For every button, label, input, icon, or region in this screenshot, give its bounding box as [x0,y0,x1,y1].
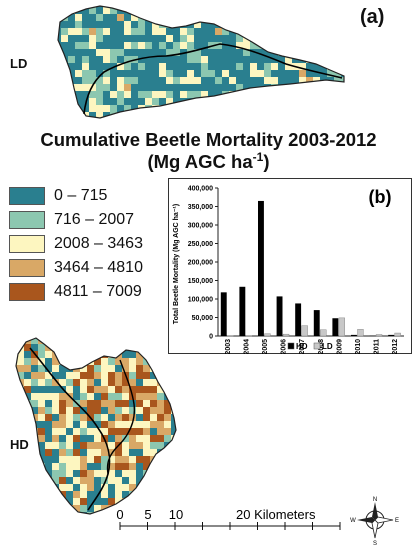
hd-stream-tributary [106,359,136,475]
x-tick-label: 2009 [336,339,343,354]
x-tick-label: 2003 [225,339,232,354]
bar-ld-2008 [320,329,327,337]
x-tick-label: 2007 [299,339,306,354]
legend-swatch [9,283,45,301]
compass-n: N [373,497,377,503]
map-title: Cumulative Beetle Mortality 2003-2012 [40,129,377,150]
y-tick-label: 300,000 [188,223,213,230]
legend-label-ld: LD [322,342,333,351]
bar-ld-2009 [338,317,345,337]
legend-label: 2008 – 3463 [54,235,143,252]
x-tick-label: 2008 [318,339,325,354]
y-tick-label: 150,000 [188,278,213,285]
legend-swatch-hd [287,342,295,350]
bar-hd-2007 [295,303,302,336]
bar-chart: (b) Total Beetle Mortality (Mg AGC ha⁻¹)… [168,178,412,354]
legend-label: 0 – 715 [54,187,108,204]
legend-swatch-ld [313,342,321,350]
y-tick-label: 400,000 [188,186,213,193]
subtitle-close: ) [263,151,270,173]
legend-item: 4811 – 7009 [9,282,142,302]
hd-boundary [15,337,177,515]
bar-hd-2012 [388,334,395,336]
map-subtitle: (Mg AGC ha-1) [0,150,417,173]
legend-label: 3464 – 4810 [54,259,143,276]
y-tick-label: 350,000 [188,204,213,211]
bar-hd-2005 [258,200,264,336]
subtitle-sup: -1 [252,150,264,164]
x-tick-label: 2005 [262,339,269,354]
y-tick-label: 0 [209,334,213,341]
bar-ld-2006 [282,333,290,337]
bar-hd-2003 [220,292,227,336]
north-arrow-icon: N S E W [350,497,399,546]
scale-label-5: 5 [144,507,151,522]
bar-ld-2007 [301,325,308,337]
y-tick-label: 250,000 [188,241,213,248]
legend-label: 716 – 2007 [54,211,135,228]
panel-b-label: (b) [369,187,392,207]
scale-label-0: 0 [116,507,123,522]
ld-stream [83,43,343,115]
legend-item: 0 – 715 [9,186,107,206]
scale-label-end: 20 Kilometers [236,507,316,522]
compass-s: S [373,541,377,546]
x-tick-label: 2012 [392,339,399,354]
y-tick-label: 50,000 [192,315,214,322]
legend-label-hd: HD [296,342,308,351]
hd-stream-main [29,347,111,511]
y-tick-label: 100,000 [188,297,213,304]
x-tick-label: 2004 [243,339,250,354]
panel-a-label: (a) [360,6,385,28]
legend-item: 716 – 2007 [9,210,134,230]
legend-swatch [9,259,45,277]
scale-bar: 0 5 10 20 Kilometers [116,507,341,530]
bar-hd-2008 [313,310,320,336]
bar-ld-2005 [264,333,271,337]
subtitle-units: (Mg AGC ha [147,151,253,173]
bar-hd-2010 [351,334,357,336]
y-tick-label: 200,000 [188,260,213,267]
legend-item: 2008 – 3463 [9,234,143,254]
legend-swatch [9,235,45,253]
scale-label-10: 10 [169,507,183,522]
x-tick-label: 2011 [374,339,381,354]
bar-ld-2012 [394,332,401,337]
x-tick-label: 2010 [355,339,362,354]
bar-hd-2006 [276,296,283,336]
bar-ld-2010 [357,329,364,337]
region-label-ld: LD [10,56,28,71]
ld-map [57,5,345,119]
legend-label: 4811 – 7009 [54,283,142,300]
y-axis-title: Total Beetle Mortality (Mg AGC ha⁻¹) [173,204,180,324]
bar-ld-2011 [375,334,383,337]
compass-w: W [350,518,356,524]
ld-boundary [57,5,345,119]
legend-swatch [9,211,45,229]
bar-hd-2004 [239,286,246,336]
x-tick-label: 2006 [281,339,288,354]
compass-e: E [395,518,399,524]
bar-hd-2009 [332,318,339,336]
legend-item: 3464 – 4810 [9,258,143,278]
legend-swatch [9,187,45,205]
hd-map [15,337,177,515]
region-label-hd: HD [10,437,29,452]
